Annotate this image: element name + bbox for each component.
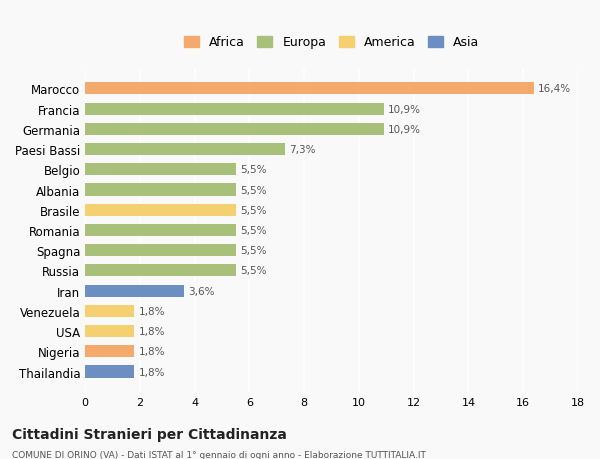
Bar [85, 366, 134, 378]
Bar [85, 83, 534, 95]
Bar [85, 305, 134, 317]
Text: COMUNE DI ORINO (VA) - Dati ISTAT al 1° gennaio di ogni anno - Elaborazione TUTT: COMUNE DI ORINO (VA) - Dati ISTAT al 1° … [12, 450, 426, 459]
Bar [85, 123, 383, 136]
Bar [85, 103, 383, 116]
Bar [85, 346, 134, 358]
Text: 5,5%: 5,5% [240, 225, 266, 235]
Text: 10,9%: 10,9% [388, 124, 421, 134]
Bar [85, 245, 236, 257]
Text: 1,8%: 1,8% [139, 326, 165, 336]
Text: 1,8%: 1,8% [139, 347, 165, 357]
Text: 1,8%: 1,8% [139, 367, 165, 377]
Bar [85, 325, 134, 337]
Bar [85, 285, 184, 297]
Text: 3,6%: 3,6% [188, 286, 214, 296]
Bar [85, 164, 236, 176]
Bar [85, 184, 236, 196]
Text: 10,9%: 10,9% [388, 104, 421, 114]
Text: 5,5%: 5,5% [240, 165, 266, 175]
Bar [85, 265, 236, 277]
Text: 1,8%: 1,8% [139, 306, 165, 316]
Text: 5,5%: 5,5% [240, 205, 266, 215]
Text: 5,5%: 5,5% [240, 246, 266, 256]
Legend: Africa, Europa, America, Asia: Africa, Europa, America, Asia [180, 33, 483, 53]
Bar [85, 224, 236, 236]
Text: 16,4%: 16,4% [538, 84, 571, 94]
Text: 5,5%: 5,5% [240, 185, 266, 195]
Bar [85, 144, 285, 156]
Text: Cittadini Stranieri per Cittadinanza: Cittadini Stranieri per Cittadinanza [12, 427, 287, 441]
Bar [85, 204, 236, 216]
Text: 7,3%: 7,3% [289, 145, 316, 155]
Text: 5,5%: 5,5% [240, 266, 266, 276]
